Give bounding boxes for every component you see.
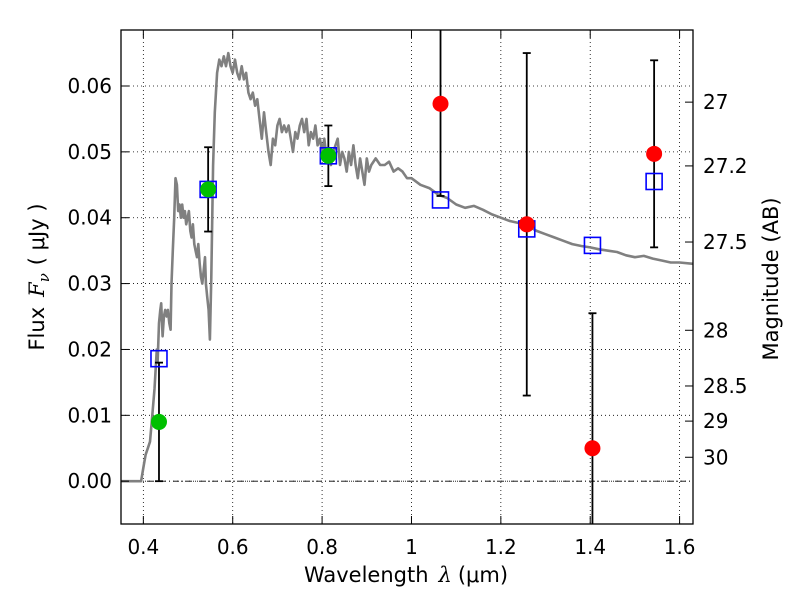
magnitude-axis-ticks: 27 27.2 27.5 28 28.5 29 30 [685, 90, 748, 469]
model-sed-curve [121, 51, 694, 483]
x-axis-label: Wavelength λ (μm) [304, 563, 508, 587]
observed-flux-point [584, 440, 601, 457]
plot-frame [120, 29, 694, 525]
y-axis-label-subscript: ν [35, 273, 53, 282]
magnitude-tick-label: 27 [703, 90, 728, 114]
y-axis-label-unit: ( μJy ) [25, 203, 49, 265]
y-tick-label: 0.05 [67, 140, 112, 164]
model-flux-square [150, 349, 168, 368]
y-axis-label-text: Flux [25, 307, 49, 351]
y-tick-label: 0.03 [67, 272, 112, 296]
model-flux-square [431, 191, 450, 209]
x-tick-label: 0.8 [306, 535, 338, 559]
y-tick-label: 0.04 [67, 206, 112, 230]
x-axis-label-symbol: λ [438, 563, 452, 587]
x-tick-label: 1 [405, 535, 418, 559]
observed-flux-point [320, 147, 337, 164]
y-axis-label-symbol: F [25, 281, 49, 298]
x-axis-ticks: 0.4 0.6 0.8 1 1.2 1.4 1.6 [127, 30, 696, 559]
observed-flux-point [150, 413, 167, 430]
x-tick-label: 0.4 [127, 535, 159, 559]
magnitude-axis-label: Magnitude (AB) [759, 197, 783, 360]
magnitude-tick-label: 30 [703, 445, 728, 469]
grid-lines [121, 30, 693, 524]
y-tick-label: 0.01 [67, 403, 112, 427]
magnitude-tick-label: 28.5 [703, 374, 748, 398]
y-axis-label: Flux Fν ( μJy ) [25, 203, 53, 350]
magnitude-tick-label: 28 [703, 318, 728, 342]
magnitude-tick-label: 27.2 [703, 154, 748, 178]
x-axis-label-text: Wavelength [304, 563, 429, 587]
observed-flux-point [432, 95, 449, 112]
model-flux-square [645, 172, 663, 191]
observed-flux-point [518, 216, 535, 233]
x-tick-label: 1.4 [574, 535, 606, 559]
magnitude-tick-label: 27.5 [703, 230, 748, 254]
model-sed-line [121, 51, 694, 483]
y-tick-label: 0.02 [67, 337, 112, 361]
x-tick-label: 1.6 [664, 535, 696, 559]
x-tick-label: 0.6 [217, 535, 249, 559]
observed-flux-point [200, 181, 217, 198]
x-tick-label: 1.2 [485, 535, 517, 559]
y-axis-ticks: 0.00 0.01 0.02 0.03 0.04 0.05 0.06 [67, 74, 129, 493]
plot-area [121, 30, 693, 524]
observed-flux-point [646, 145, 663, 162]
x-axis-label-unit: (μm) [458, 563, 508, 587]
y-tick-label: 0.06 [67, 74, 112, 98]
magnitude-tick-label: 29 [703, 409, 728, 433]
model-flux-square [583, 236, 602, 255]
data-markers [150, 95, 663, 457]
y-tick-label: 0.00 [67, 469, 112, 493]
